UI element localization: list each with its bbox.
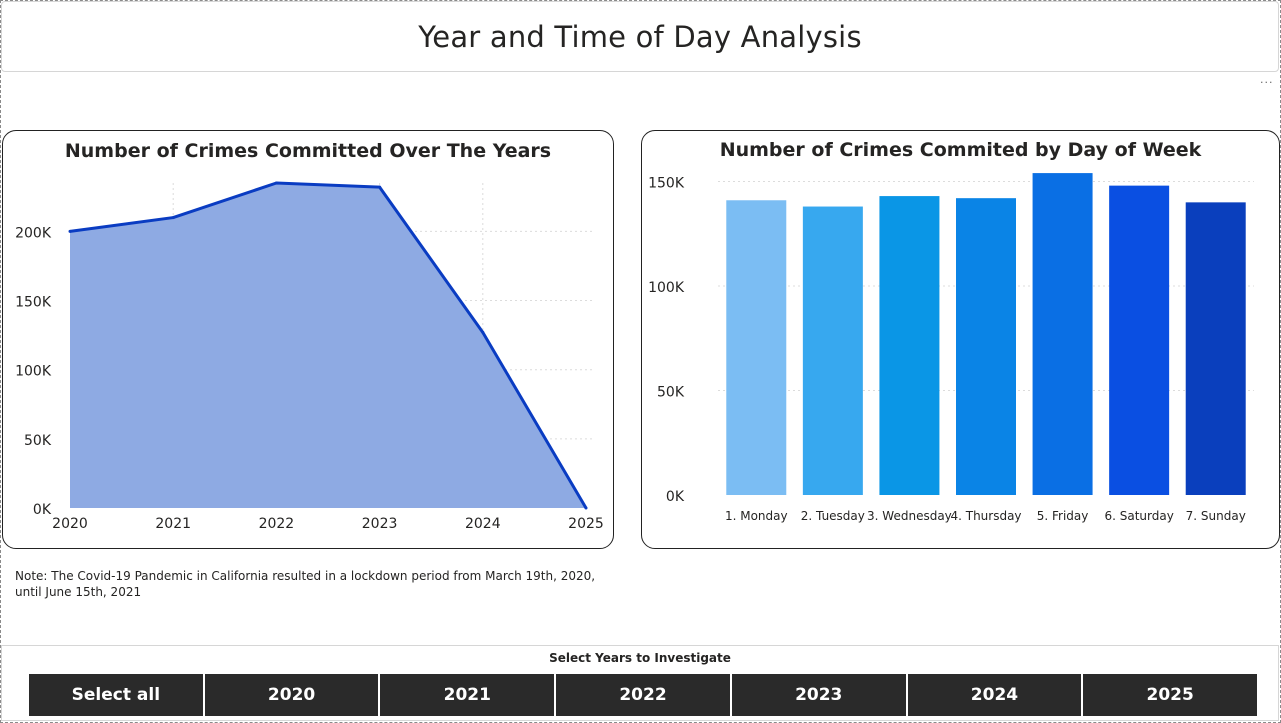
y-tick-label: 100K bbox=[15, 364, 52, 380]
y-tick-label: 0K bbox=[666, 489, 685, 505]
x-tick-label: 6. Saturday bbox=[1104, 509, 1173, 523]
year-slicer: Select Years to Investigate Select all 2… bbox=[1, 645, 1279, 721]
x-tick-label: 2. Tuesday bbox=[801, 509, 865, 523]
x-tick-label: 2022 bbox=[259, 516, 295, 532]
y-tick-label: 100K bbox=[648, 280, 685, 296]
slicer-year-2023-button[interactable]: 2023 bbox=[731, 674, 906, 716]
slicer-button-group: Select all 2020 2021 2022 2023 2024 2025 bbox=[29, 674, 1258, 716]
bar bbox=[1032, 173, 1093, 495]
chart-title: Number of Crimes Committed Over The Year… bbox=[64, 140, 552, 162]
y-tick-label: 200K bbox=[15, 225, 52, 241]
data-point bbox=[274, 181, 278, 185]
bar bbox=[1109, 185, 1170, 495]
bar bbox=[956, 198, 1016, 495]
page-header: Year and Time of Day Analysis bbox=[1, 1, 1279, 72]
x-tick-label: 7. Sunday bbox=[1186, 509, 1246, 523]
slicer-year-2025-button[interactable]: 2025 bbox=[1083, 674, 1258, 716]
bar bbox=[726, 200, 787, 495]
bar bbox=[802, 206, 863, 495]
crimes-over-years-chart: Number of Crimes Committed Over The Year… bbox=[2, 130, 614, 549]
data-point bbox=[68, 229, 72, 233]
y-tick-label: 50K bbox=[657, 384, 685, 400]
data-point bbox=[584, 506, 588, 510]
x-tick-label: 3. Wednesday bbox=[867, 509, 952, 523]
x-tick-label: 5. Friday bbox=[1037, 509, 1089, 523]
covid-note: Note: The Covid-19 Pandemic in Californi… bbox=[15, 569, 596, 599]
crimes-by-day-chart: Number of Crimes Commited by Day of Week… bbox=[641, 130, 1280, 549]
x-tick-label: 2024 bbox=[465, 516, 501, 532]
data-point bbox=[378, 185, 382, 189]
y-tick-label: 50K bbox=[24, 433, 52, 449]
page-title: Year and Time of Day Analysis bbox=[418, 19, 862, 54]
x-tick-label: 2021 bbox=[155, 516, 191, 532]
x-tick-label: 2025 bbox=[568, 516, 604, 532]
bar bbox=[1185, 202, 1246, 495]
area-fill bbox=[70, 183, 586, 508]
slicer-year-2021-button[interactable]: 2021 bbox=[380, 674, 555, 716]
area-chart-plot: 0K 50K 100K 150K 200K 2020 2021 2022 2023 2024 202… bbox=[15, 181, 604, 532]
data-point bbox=[171, 216, 175, 220]
bar bbox=[879, 196, 940, 495]
y-tick-label: 150K bbox=[648, 175, 685, 191]
bar-chart-plot: 0K 50K 100K 150K 1. Monday 2. Tuesday 3. Wedne… bbox=[648, 173, 1254, 523]
y-tick-label: 150K bbox=[15, 295, 52, 311]
more-options-icon[interactable]: ··· bbox=[1260, 76, 1274, 89]
slicer-year-2020-button[interactable]: 2020 bbox=[204, 674, 379, 716]
slicer-year-2024-button[interactable]: 2024 bbox=[907, 674, 1082, 716]
slicer-year-2022-button[interactable]: 2022 bbox=[556, 674, 730, 716]
x-tick-label: 2020 bbox=[52, 516, 88, 532]
x-tick-label: 1. Monday bbox=[725, 509, 788, 523]
x-tick-label: 2023 bbox=[362, 516, 398, 532]
x-tick-label: 4. Thursday bbox=[950, 509, 1021, 523]
slicer-select-all-button[interactable]: Select all bbox=[29, 674, 203, 716]
y-tick-label: 0K bbox=[33, 502, 52, 518]
slicer-title: Select Years to Investigate bbox=[549, 651, 731, 665]
data-point bbox=[481, 330, 485, 334]
series-line bbox=[69, 181, 588, 509]
chart-title: Number of Crimes Commited by Day of Week bbox=[719, 139, 1202, 161]
